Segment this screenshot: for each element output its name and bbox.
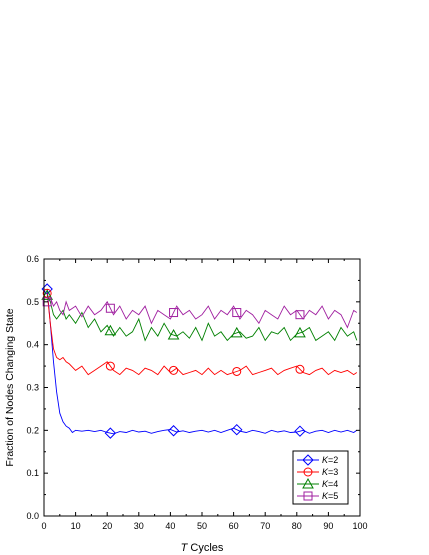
series-marker [105, 303, 115, 313]
series-marker [167, 425, 180, 437]
legend-label-rest: =4 [328, 479, 338, 489]
x-tick-label: 90 [323, 521, 333, 531]
series-marker [104, 427, 117, 439]
series-marker [41, 289, 54, 300]
y-tick-label: 0.5 [26, 297, 39, 307]
series-k2 [41, 283, 358, 439]
series-marker [294, 425, 306, 437]
x-tick-label: 80 [292, 521, 302, 531]
x-tick-label: 20 [102, 521, 112, 531]
series-line [46, 296, 358, 329]
legend-label-rest: =5 [328, 491, 338, 501]
legend-label-italic: K [322, 455, 329, 465]
series-k3 [42, 288, 358, 376]
legend-item: K=5 [297, 491, 338, 501]
legend-label: K=2 [322, 455, 338, 465]
axis-ticks: 0 10 20 30 40 50 60 70 80 90 100 0.0 0.1 0.2 0.3 0.4 0.5… [26, 254, 367, 531]
y-tick-label: 0.0 [26, 511, 39, 521]
x-axis-label-italic: T [181, 542, 189, 554]
series-marker [294, 326, 306, 338]
series-marker [232, 366, 242, 376]
legend-label: K=4 [322, 479, 338, 489]
legend-label-italic: K [322, 467, 329, 477]
series-marker [232, 308, 242, 318]
series-line [46, 288, 358, 435]
y-tick-label: 0.6 [26, 254, 39, 264]
x-axis-label: T Cycles [181, 542, 224, 554]
x-tick-label: 70 [260, 521, 270, 531]
legend-swatch-marker [302, 454, 314, 466]
series-line [46, 295, 358, 342]
series-k5 [42, 296, 358, 329]
x-tick-label: 40 [165, 521, 175, 531]
legend-item: K=3 [297, 467, 338, 477]
series-marker [169, 308, 179, 318]
series-marker [105, 361, 115, 371]
series-marker [231, 423, 243, 436]
legend-item: K=4 [297, 477, 338, 489]
legend-label-rest: =2 [328, 455, 338, 465]
legend-swatch-marker [302, 477, 314, 489]
x-tick-label: 50 [197, 521, 207, 531]
y-axis-label: Fraction of Nodes Changing State [4, 308, 16, 466]
legend-item: K=2 [297, 454, 338, 466]
x-tick-label: 0 [41, 521, 46, 531]
series-marker [169, 365, 179, 375]
y-tick-label: 0.4 [26, 340, 39, 350]
series-layer [41, 283, 358, 439]
legend-label-rest: =3 [328, 467, 338, 477]
legend-label: K=3 [322, 467, 338, 477]
series-marker [42, 288, 52, 298]
x-axis-label-rest: Cycles [187, 542, 224, 554]
y-tick-label: 0.2 [26, 425, 39, 435]
legend-label-italic: K [322, 479, 329, 489]
legend: K=2K=3K=4K=5 [292, 450, 349, 505]
x-tick-label: 10 [71, 521, 81, 531]
x-tick-label: 100 [352, 521, 367, 531]
series-marker [230, 326, 243, 338]
legend-label-italic: K [322, 491, 329, 501]
legend-swatch-marker [303, 491, 313, 501]
series-marker [167, 328, 180, 340]
series-marker [42, 297, 52, 307]
y-tick-label: 0.3 [26, 383, 39, 393]
y-tick-label: 0.1 [26, 468, 39, 478]
legend-swatch-marker [303, 467, 313, 477]
series-marker [295, 310, 305, 320]
series-line [46, 293, 358, 376]
x-tick-label: 30 [134, 521, 144, 531]
series-marker [295, 364, 305, 374]
legend-label: K=5 [322, 491, 338, 501]
series-marker [104, 324, 117, 336]
series-k4 [41, 289, 358, 342]
x-tick-label: 60 [229, 521, 239, 531]
